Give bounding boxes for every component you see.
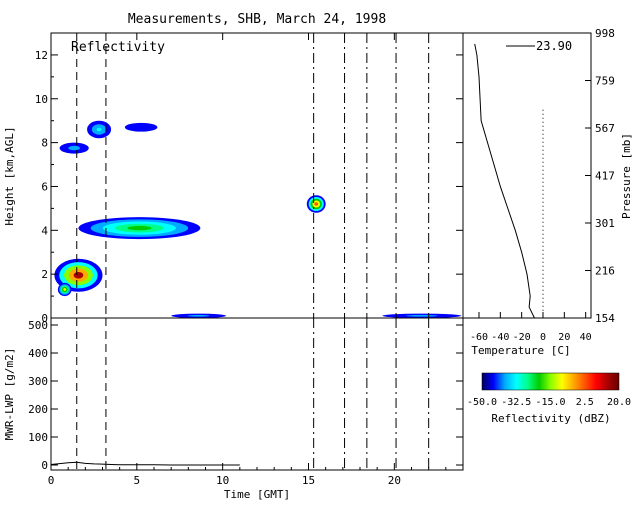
reflectivity-echo bbox=[71, 147, 78, 150]
lwp-vertical-lines bbox=[76, 318, 430, 470]
height-tick-label: 8 bbox=[41, 137, 48, 150]
height-tick-label: 0 bbox=[41, 312, 48, 325]
reflectivity-y-label: Height [km,AGL] bbox=[3, 126, 16, 225]
height-tick-label: 10 bbox=[35, 93, 48, 106]
lwp-tick-label: 0 bbox=[41, 459, 48, 472]
colorbar-tick-label: 2.5 bbox=[576, 397, 594, 408]
temperature-tick-label: -60 bbox=[470, 332, 488, 343]
reflectivity-panel-label: Reflectivity bbox=[71, 40, 165, 55]
reflectivity-echo bbox=[127, 225, 152, 231]
lwp-tick-label: 100 bbox=[28, 431, 48, 444]
pressure-tick-label: 154 bbox=[595, 312, 615, 325]
time-tick-label: 15 bbox=[302, 474, 315, 487]
temperature-profile-line bbox=[474, 43, 535, 319]
temperature-tick-label: 20 bbox=[558, 332, 570, 343]
pressure-tick-label: 759 bbox=[595, 75, 615, 88]
lwp-frame bbox=[50, 317, 464, 471]
colorbar-tick-label: -15.0 bbox=[535, 397, 565, 408]
pressure-tick-label: 417 bbox=[595, 170, 615, 183]
pressure-y-label: Pressure [mb] bbox=[620, 133, 633, 219]
temperature-tick-label: -40 bbox=[491, 332, 509, 343]
reflectivity-vertical-lines bbox=[76, 33, 430, 318]
colorbar-tick-label: 20.0 bbox=[607, 397, 631, 408]
pressure-tick-label: 998 bbox=[595, 27, 615, 40]
colorbar-gradient bbox=[481, 372, 620, 391]
height-tick-label: 4 bbox=[41, 224, 48, 237]
reflectivity-echo bbox=[314, 202, 319, 206]
temperature-tick-label: 0 bbox=[540, 332, 546, 343]
colorbar-label: Reflectivity (dBZ) bbox=[491, 412, 610, 425]
pressure-tick-label: 301 bbox=[595, 217, 615, 230]
lwp-tick-label: 400 bbox=[28, 347, 48, 360]
figure-title: Measurements, SHB, March 24, 1998 bbox=[128, 12, 386, 27]
reflectivity-y-axis: 0 2 4 6 8 10 12 bbox=[35, 49, 463, 325]
reflectivity-frame bbox=[50, 32, 464, 319]
lwp-y-label: MWR-LWP [g/m2] bbox=[3, 348, 16, 441]
lwp-series-line bbox=[50, 461, 240, 466]
colorbar-tick-label: -50.0 bbox=[467, 397, 497, 408]
reflectivity-echo bbox=[96, 127, 102, 132]
time-tick-label: 0 bbox=[48, 474, 55, 487]
lwp-tick-label: 500 bbox=[28, 319, 48, 332]
height-tick-label: 12 bbox=[35, 49, 48, 62]
pressure-tick-label: 567 bbox=[595, 122, 615, 135]
colorbar: -50.0 -32.5 -15.0 2.5 20.0 Reflectivity (dBZ… bbox=[467, 372, 631, 425]
pressure-tick-label: 216 bbox=[595, 265, 615, 278]
reflectivity-echo bbox=[193, 315, 205, 317]
colorbar-tick-label: -32.5 bbox=[501, 397, 531, 408]
lwp-tick-label: 200 bbox=[28, 403, 48, 416]
temperature-tick-label: 40 bbox=[580, 332, 592, 343]
time-tick-label: 20 bbox=[388, 474, 401, 487]
temperature-x-label: Temperature [C] bbox=[471, 344, 570, 357]
surface-value-annotation: 23.90 bbox=[536, 39, 572, 53]
time-x-label: Time [GMT] bbox=[224, 488, 290, 501]
temperature-tick-label: -20 bbox=[513, 332, 531, 343]
time-tick-label: 5 bbox=[134, 474, 141, 487]
time-tick-label: 10 bbox=[216, 474, 229, 487]
reflectivity-echo bbox=[137, 126, 145, 129]
height-tick-label: 6 bbox=[41, 180, 48, 193]
reflectivity-panel: 0 2 4 6 8 10 12 Reflectivity Height [km,AGL] bbox=[3, 32, 464, 325]
colorbar-ticks: -50.0 -32.5 -15.0 2.5 20.0 bbox=[467, 397, 631, 408]
reflectivity-echoes bbox=[54, 120, 462, 318]
lwp-tick-label: 300 bbox=[28, 375, 48, 388]
reflectivity-echo bbox=[73, 271, 84, 279]
reflectivity-echo bbox=[63, 288, 67, 291]
height-tick-label: 2 bbox=[41, 268, 48, 281]
reflectivity-echo bbox=[413, 315, 430, 317]
